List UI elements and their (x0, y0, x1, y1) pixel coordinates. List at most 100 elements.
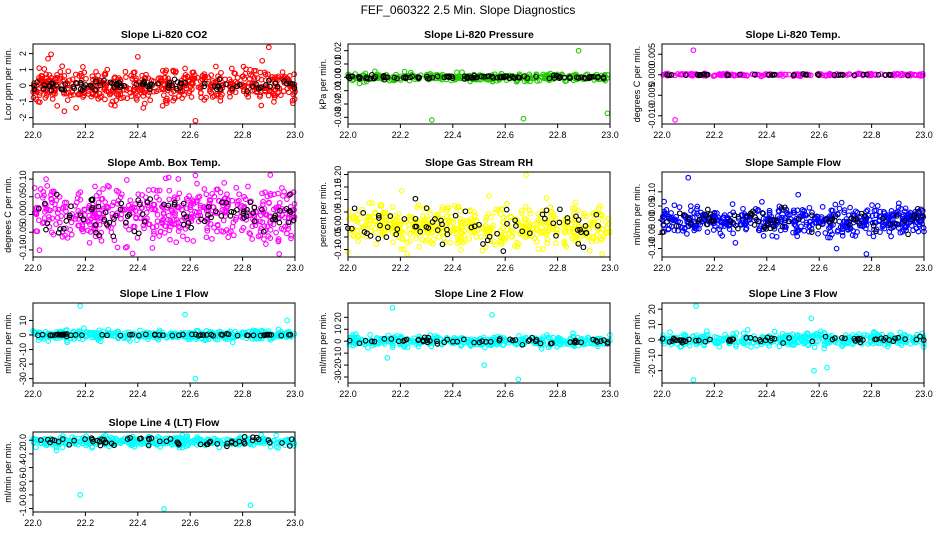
y-tick-label: -0.010 (647, 103, 657, 129)
selected-point (445, 74, 452, 80)
selected-point (416, 74, 423, 81)
data-point (42, 95, 49, 101)
data-point (59, 63, 66, 70)
selected-point (751, 71, 758, 78)
data-point (845, 71, 852, 78)
data-point (173, 239, 180, 246)
data-point (778, 71, 785, 78)
selected-point (281, 78, 287, 84)
panel-title: Slope Line 2 Flow (435, 288, 525, 300)
y-tick-label: 10 (647, 319, 657, 329)
data-point (806, 204, 813, 211)
selected-point (703, 71, 710, 78)
x-tick-label: 22.0 (24, 389, 42, 399)
data-point (239, 73, 246, 80)
data-point (874, 203, 881, 209)
selected-point (166, 82, 172, 88)
data-point (687, 203, 694, 209)
data-point (217, 94, 224, 100)
data-point (264, 71, 271, 78)
selected-point (276, 219, 283, 226)
data-point (230, 232, 237, 239)
plot-frame (32, 43, 296, 125)
y-tick-label: 20 (647, 304, 657, 314)
y-tick-label: 0 (333, 339, 343, 344)
data-point (49, 215, 56, 222)
y-tick-label: 0.20 (333, 166, 343, 184)
data-point (46, 214, 52, 220)
data-point (194, 180, 200, 187)
data-point (126, 226, 132, 233)
data-point (190, 69, 197, 76)
x-tick-label: 23.0 (915, 263, 933, 273)
selected-point (58, 86, 65, 92)
data-point (184, 236, 191, 243)
selected-point (211, 83, 218, 90)
data-point (771, 328, 778, 335)
selected-point (214, 84, 221, 90)
x-tick-label: 22.4 (129, 389, 147, 399)
data-point (129, 75, 136, 82)
data-point (263, 241, 269, 247)
data-point (355, 238, 362, 244)
data-point (239, 227, 245, 234)
panel-title: Slope Li-820 Pressure (424, 29, 534, 41)
selected-point (244, 88, 250, 95)
data-point (109, 98, 116, 105)
data-point (159, 102, 166, 109)
data-point (730, 230, 736, 237)
x-tick-label: 22.0 (339, 130, 357, 140)
data-point (133, 90, 139, 96)
data-point (572, 199, 579, 206)
y-tick-label: 0.000 (647, 64, 657, 87)
data-point (246, 230, 253, 236)
data-point (214, 92, 221, 99)
x-tick-label: 22.6 (496, 389, 514, 399)
data-point (546, 77, 553, 84)
data-point (229, 339, 236, 346)
data-point (254, 75, 261, 81)
data-point (398, 188, 405, 194)
data-point (261, 87, 268, 94)
x-tick-label: 22.2 (706, 263, 724, 273)
data-point (93, 192, 100, 199)
selected-point (148, 81, 155, 88)
data-point (197, 212, 204, 219)
data-point (54, 103, 61, 109)
data-point (72, 71, 79, 78)
data-point (201, 73, 208, 80)
data-point (503, 215, 510, 222)
x-tick-label: 22.6 (496, 130, 514, 140)
selected-point (155, 80, 161, 87)
data-point (373, 240, 380, 247)
data-point (373, 229, 379, 236)
selected-point (586, 74, 593, 80)
data-point (220, 217, 227, 224)
data-point (436, 233, 442, 240)
selected-point (147, 86, 153, 93)
data-point (106, 91, 113, 98)
data-point (204, 227, 211, 234)
data-point (146, 89, 153, 96)
x-tick-label: 23.0 (286, 389, 304, 399)
figure-title: FEF_060322 2.5 Min. Slope Diagnostics (361, 3, 576, 17)
y-tick-label: -10 (18, 343, 28, 356)
data-point (203, 234, 210, 241)
x-tick-label: 22.2 (706, 389, 724, 399)
data-point (760, 233, 767, 239)
data-point (272, 74, 278, 81)
outlier-point (389, 304, 396, 311)
selected-point (464, 73, 471, 80)
data-point (154, 211, 161, 218)
y-tick-label: 0.02 (333, 42, 343, 60)
chart-panel: Slope Amb. Box Temp.degrees C per min.22… (3, 157, 304, 273)
selected-point (905, 72, 911, 79)
outlier-point (134, 53, 141, 60)
data-point (245, 93, 252, 100)
y-axis-label: percent per min. (318, 182, 328, 247)
data-point (163, 67, 170, 74)
data-point (177, 88, 183, 95)
data-point (217, 97, 224, 104)
data-point (166, 196, 173, 203)
selected-point (121, 82, 128, 89)
